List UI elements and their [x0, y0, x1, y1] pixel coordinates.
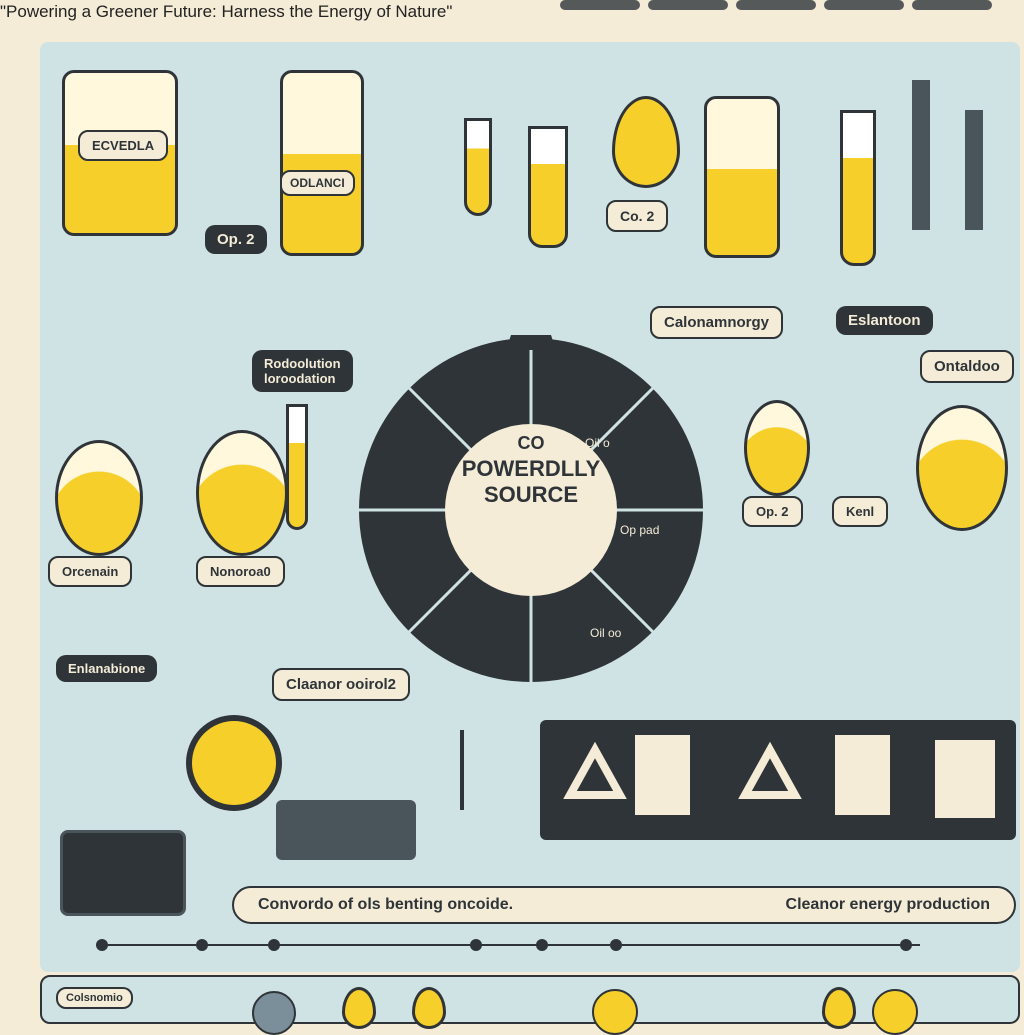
top-pill [736, 0, 816, 10]
timeline-dot [268, 939, 280, 951]
bottom-strip: Colsnomio [40, 975, 1020, 1035]
top-decor [560, 0, 1024, 18]
flask-illustration [196, 430, 288, 556]
turbine-wheel-icon [186, 715, 282, 811]
oil-bottle-illustration [280, 70, 364, 256]
ontaldoo-label: Ontaldoo [920, 350, 1014, 383]
enalabione-label: Enlanabione [56, 655, 158, 682]
process-left-text: Convordo of ols benting oncoide. [258, 896, 514, 913]
timeline-dot [900, 939, 912, 951]
bottle-label: ODLANCI [280, 170, 355, 196]
orcenain-label: Orcenain [48, 556, 133, 587]
cleanor-label: Claanor ooirol2 [272, 668, 411, 701]
globe-icon [252, 991, 296, 1035]
timeline-dot [196, 939, 208, 951]
oil-drop-icon [412, 987, 446, 1029]
energy-wheel [359, 335, 703, 682]
wheel-line-3: SOURCE [483, 482, 579, 507]
oil-drop-icon [342, 987, 376, 1029]
timeline-dot [470, 939, 482, 951]
reduction-label: Rodoolution loroodation [252, 350, 353, 392]
container-illustration [704, 96, 780, 258]
wheel-center-text: CO POWERDLLY SOURCE [446, 430, 616, 508]
flask-illustration [55, 440, 143, 556]
timeline-dot [610, 939, 622, 951]
chimney-icon [965, 110, 983, 230]
flask-illustration [916, 405, 1008, 531]
op2-left-label: Op. 2 [205, 225, 267, 254]
test-tube-icon [464, 118, 492, 216]
top-pill [560, 0, 640, 10]
timeline-dot [536, 939, 548, 951]
op2-right-label: Op. 2 [742, 496, 803, 527]
wind-turbine-icon [460, 730, 464, 810]
oil-drop-icon [612, 96, 680, 188]
oil-drop-icon [822, 987, 856, 1029]
recycle-icons [563, 735, 995, 818]
process-right-text: Cleanor energy production [785, 896, 990, 913]
eslantoon-label: Eslantoon [836, 306, 933, 335]
barrel-label: ECVEDLA [78, 130, 169, 161]
nonoroa-label: Nonoroa0 [196, 556, 285, 587]
process-bar: Convordo of ols benting oncoide. Cleanor… [232, 886, 1016, 924]
wheel-segment-label: Oil o [585, 436, 610, 450]
flask-illustration [744, 400, 810, 496]
co2-label: Co. 2 [606, 200, 669, 232]
wheel-line-2: POWERDLLY [461, 456, 601, 481]
wheel-line-1: CO [517, 433, 545, 453]
test-tube-icon [286, 404, 308, 530]
calonamnorgy-label: Calonamnorgy [650, 306, 784, 339]
top-pill [824, 0, 904, 10]
sun-icon [592, 989, 638, 1035]
page-title: "Powering a Greener Future: Harness the … [0, 2, 453, 21]
recycling-panel [540, 720, 1016, 840]
wheel-segment-label: Oil oo [590, 626, 622, 640]
timeline-line [100, 944, 920, 946]
chimney-icon [912, 80, 930, 230]
top-pill [912, 0, 992, 10]
test-tube-icon [528, 126, 568, 248]
bottom-strip-label: Colsnomio [56, 987, 133, 1009]
sun-icon [872, 989, 918, 1035]
timeline-dot [96, 939, 108, 951]
train-icon [276, 800, 416, 860]
wheel-segment-label: Op pad [620, 523, 660, 537]
top-pill [648, 0, 728, 10]
kenl-label: Kenl [832, 496, 889, 527]
machine-icon [60, 830, 186, 916]
test-tube-icon [840, 110, 876, 266]
